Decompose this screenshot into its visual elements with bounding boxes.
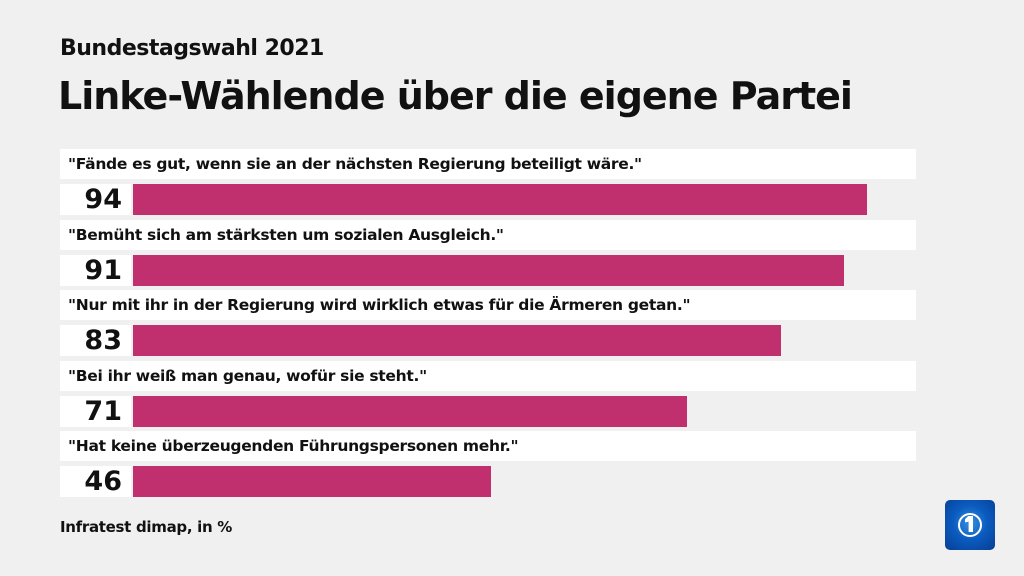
bar bbox=[133, 184, 868, 215]
category-label: "Bei ihr weiß man genau, wofür sie steht… bbox=[60, 360, 916, 391]
data-label: 91 bbox=[60, 254, 131, 286]
category-label: "Hat keine überzeugenden Führungspersone… bbox=[60, 431, 916, 461]
chart-subtitle: Bundestagswahl 2021 bbox=[60, 36, 324, 61]
chart-title: Linke-Wählende über die eigene Partei bbox=[58, 74, 853, 118]
bar bbox=[133, 325, 781, 356]
data-label: 83 bbox=[60, 325, 131, 356]
category-label: "Bemüht sich am stärksten um sozialen Au… bbox=[60, 219, 916, 250]
category-label: "Nur mit ihr in der Regierung wird wirkl… bbox=[60, 290, 916, 320]
category-label: "Fände es gut, wenn sie an der nächsten … bbox=[60, 149, 916, 179]
bar bbox=[133, 395, 687, 427]
source-note: Infratest dimap, in % bbox=[60, 518, 233, 536]
bar bbox=[133, 466, 492, 497]
data-label: 94 bbox=[60, 184, 131, 215]
data-label: 71 bbox=[60, 395, 131, 427]
tagesschau-logo-icon bbox=[945, 500, 995, 550]
data-label: 46 bbox=[60, 466, 131, 497]
bar bbox=[133, 254, 844, 286]
